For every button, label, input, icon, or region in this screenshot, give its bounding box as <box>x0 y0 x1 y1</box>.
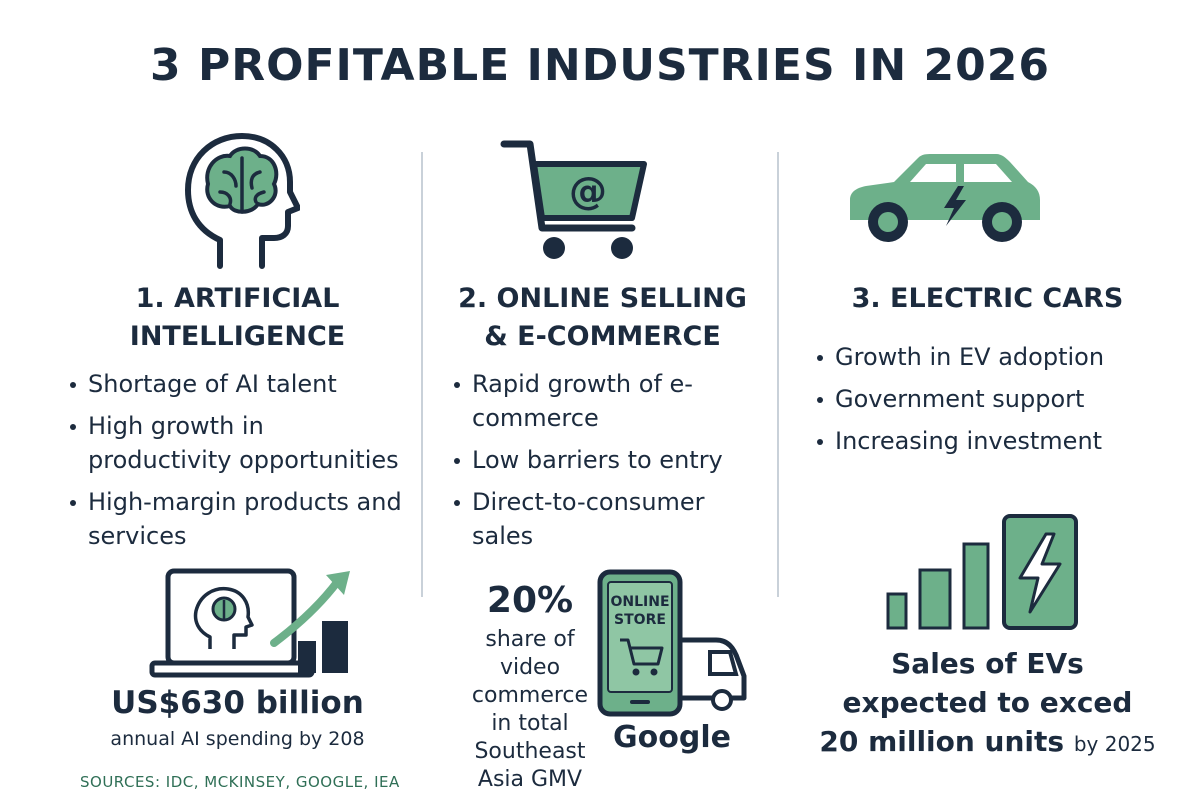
ev-battery-bars-icon <box>886 514 1078 630</box>
bullet-list: Growth in EV adoption Government support… <box>815 340 1175 466</box>
caption-line: Southeast <box>474 739 586 764</box>
column-heading: 3. ELECTRIC CARS <box>790 280 1185 318</box>
bullet-item: Direct-to-consumer sales <box>452 485 752 553</box>
bullet-item: Increasing investment <box>815 424 1175 458</box>
sources-footnote: SOURCES: IDC, MCKINSEY, GOOGLE, IEA <box>80 773 400 791</box>
phone-label: ONLINE <box>610 594 669 610</box>
heading-line: & E-COMMERCE <box>484 321 721 352</box>
heading-line: 3. ELECTRIC CARS <box>851 283 1124 314</box>
brand-label: Google <box>613 720 731 755</box>
statement-line: 20 million units by 2025 <box>790 722 1185 764</box>
page-title: 3 PROFITABLE INDUSTRIES IN 2026 <box>150 40 1050 91</box>
heading-line: 2. ONLINE SELLING <box>458 283 747 314</box>
bullet-item: Low barriers to entry <box>452 443 752 477</box>
column-heading: 1. ARTIFICIAL INTELLIGENCE <box>80 280 395 356</box>
bullet-item: Rapid growth of e-commerce <box>452 367 752 435</box>
shopping-cart-at-icon: @ <box>500 140 647 259</box>
bullet-item: Government support <box>815 382 1175 416</box>
statement-line: expected to exced <box>842 686 1133 719</box>
column-divider <box>777 152 779 597</box>
bullet-item: Shortage of AI talent <box>68 367 408 401</box>
bullet-item: High-margin products and services <box>68 485 408 553</box>
column-divider <box>421 152 423 597</box>
bullet-item: High growth in productivity opportunitie… <box>68 409 408 477</box>
bullet-list: Rapid growth of e-commerce Low barriers … <box>452 367 752 561</box>
ev-sales-statement: Sales of EVs expected to exced 20 millio… <box>790 644 1185 764</box>
ai-spending-value: US$630 billion <box>111 685 364 721</box>
caption-line: in total <box>491 711 569 736</box>
statement-line: Sales of EVs <box>891 647 1084 680</box>
electric-car-icon <box>850 154 1040 242</box>
statement-bold: 20 million units <box>819 725 1065 758</box>
statement-small: by 2025 <box>1073 732 1156 756</box>
caption-line: share of <box>485 627 575 652</box>
bullet-list: Shortage of AI talent High growth in pro… <box>68 367 408 561</box>
svg-text:@: @ <box>569 169 607 213</box>
bullet-item: Growth in EV adoption <box>815 340 1175 374</box>
laptop-growth-chart-icon <box>149 568 350 678</box>
heading-line: INTELLIGENCE <box>129 321 346 352</box>
column-heading: 2. ONLINE SELLING & E-COMMERCE <box>430 280 775 356</box>
ai-spending-caption: annual AI spending by 208 <box>110 728 365 750</box>
heading-line: 1. ARTIFICIAL <box>135 283 340 314</box>
phone-label: STORE <box>614 612 666 628</box>
video-commerce-caption: share of video commerce in total Southea… <box>440 626 620 794</box>
caption-line: commerce <box>471 683 589 708</box>
phone-store-truck-icon: ONLINE STORE <box>597 569 747 717</box>
caption-line: Asia GMV <box>477 767 583 792</box>
video-commerce-share-value: 20% <box>486 580 574 621</box>
caption-line: video <box>499 655 561 680</box>
brain-head-icon <box>185 133 300 269</box>
